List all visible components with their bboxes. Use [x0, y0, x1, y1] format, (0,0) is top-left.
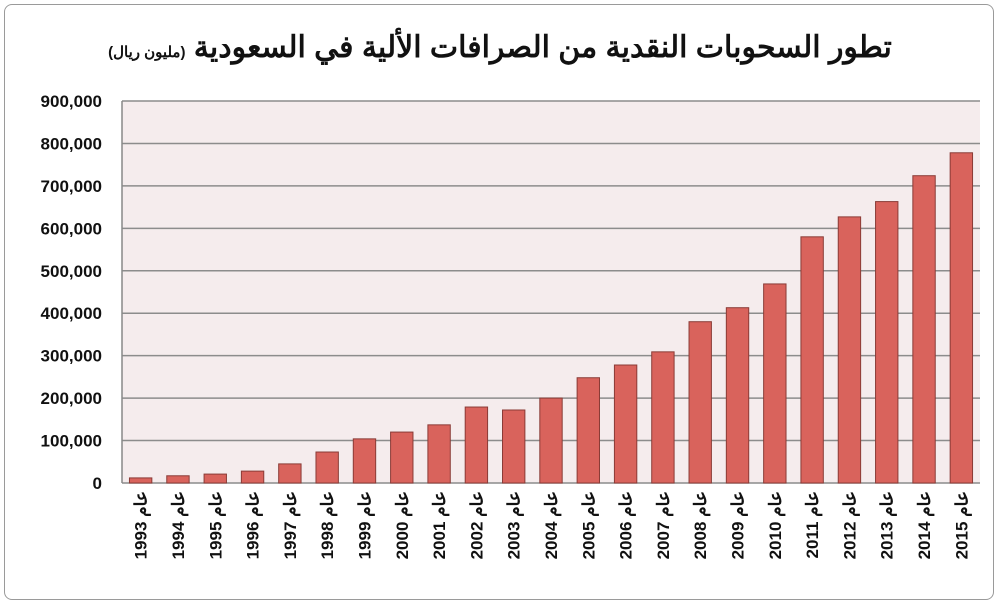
x-tick-label: عام 1997	[281, 491, 301, 559]
y-tick-label: 0	[93, 474, 102, 493]
bar	[688, 321, 712, 484]
x-tick-label: عام 2010	[766, 491, 786, 559]
x-tick-label: عام 2013	[878, 491, 898, 559]
y-tick-label: 400,000	[41, 304, 102, 323]
x-tick-label: عام 1994	[169, 491, 189, 559]
x-tick-label: عام 2002	[467, 491, 487, 559]
x-tick-label: عام 1999	[355, 491, 375, 559]
x-tick-label: عام 1995	[206, 491, 226, 559]
chart-title: تطور السحوبات النقدية من الصرافات الألية…	[0, 30, 1000, 65]
bar	[949, 152, 974, 484]
x-tick-label: عام 2008	[691, 491, 711, 559]
x-tick-label: عام 2011	[803, 491, 823, 558]
x-tick-label: عام 2014	[915, 491, 935, 559]
x-tick-label: عام 2012	[840, 491, 860, 559]
bar	[203, 473, 227, 484]
bar	[166, 475, 190, 484]
y-tick-label: 900,000	[41, 92, 102, 111]
x-tick-label: عام 2000	[393, 491, 413, 559]
bar	[912, 175, 936, 484]
bar	[315, 451, 339, 484]
bar	[875, 201, 899, 484]
bar	[613, 364, 638, 484]
y-tick-label: 300,000	[41, 347, 102, 366]
bar	[576, 377, 600, 484]
y-tick-label: 500,000	[41, 262, 102, 281]
bar	[128, 477, 153, 484]
bar	[278, 463, 302, 484]
y-tick-label: 200,000	[41, 389, 102, 408]
bar	[725, 307, 750, 484]
x-tick-label: عام 1996	[244, 491, 264, 559]
bar	[502, 409, 526, 484]
bar	[390, 431, 414, 484]
bar	[800, 236, 824, 484]
bar	[651, 351, 675, 484]
y-tick-label: 100,000	[41, 432, 102, 451]
x-tick-label: عام 2007	[654, 491, 674, 559]
y-tick-label: 700,000	[41, 177, 102, 196]
x-tick-label: عام 1998	[318, 491, 338, 559]
x-tick-label: عام 2009	[729, 491, 749, 559]
chart-subtitle: (مليون ريال)	[108, 44, 186, 61]
chart-title-text: تطور السحوبات النقدية من الصرافات الألية…	[193, 31, 892, 64]
bar	[464, 406, 489, 484]
x-tick-label: عام 2005	[579, 491, 599, 559]
x-tick-label: عام 2004	[542, 491, 562, 559]
y-tick-label: 600,000	[41, 219, 102, 238]
bar	[240, 470, 265, 484]
bar	[352, 438, 377, 484]
bar	[763, 283, 787, 484]
x-tick-label: عام 2006	[617, 491, 637, 559]
x-tick-label: عام 1993	[132, 491, 152, 559]
y-tick-label: 800,000	[41, 134, 102, 153]
bar	[427, 424, 451, 484]
x-tick-label: عام 2003	[505, 491, 525, 559]
bar	[539, 397, 563, 484]
chart-frame	[4, 4, 994, 600]
x-tick-label: عام 2015	[952, 491, 972, 559]
bar	[837, 216, 862, 484]
x-tick-label: عام 2001	[430, 491, 450, 559]
